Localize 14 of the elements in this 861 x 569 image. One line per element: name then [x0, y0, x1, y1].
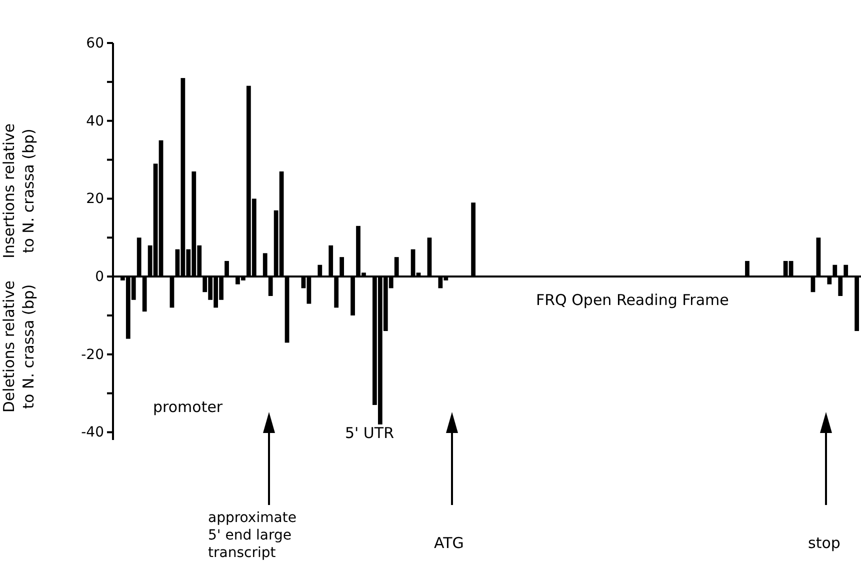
text: Deletions relative to N. crassa (bp)	[0, 280, 38, 413]
y-tick-label: 40	[86, 113, 104, 130]
text: ATG	[434, 534, 464, 552]
y-tick-label: -40	[81, 424, 104, 441]
annotation: FRQ Open Reading Frame	[536, 291, 729, 309]
annotation: 5' UTR	[345, 424, 394, 442]
y-tick-label: 60	[86, 35, 104, 52]
y-tick-label: -20	[81, 346, 104, 363]
y-tick-label: 20	[86, 191, 104, 208]
text: approximate 5' end large transcript	[208, 510, 296, 561]
annotation: promoter	[153, 398, 224, 416]
y-axis-title: Insertions relative to N. crassa (bp)	[0, 123, 38, 258]
y-tick-label: 0	[95, 269, 104, 286]
text: stop	[808, 534, 840, 552]
